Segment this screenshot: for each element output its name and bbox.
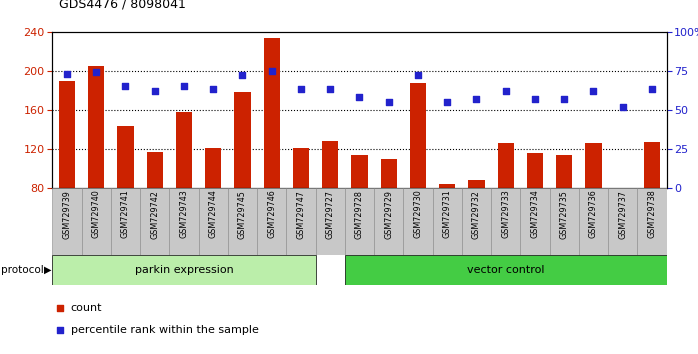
Bar bbox=[527, 153, 543, 188]
Bar bbox=[322, 141, 339, 188]
Text: GSM729729: GSM729729 bbox=[384, 190, 393, 239]
Text: GSM729731: GSM729731 bbox=[443, 190, 452, 238]
Point bbox=[558, 96, 570, 102]
Bar bbox=[59, 80, 75, 188]
Point bbox=[588, 88, 599, 94]
Bar bbox=[498, 143, 514, 188]
Point bbox=[617, 104, 628, 109]
Point bbox=[207, 87, 218, 92]
Point bbox=[266, 68, 277, 74]
Bar bbox=[111, 188, 140, 255]
Text: GSM729734: GSM729734 bbox=[530, 190, 540, 238]
Point bbox=[383, 99, 394, 105]
Bar bbox=[468, 180, 484, 188]
Bar bbox=[88, 66, 104, 188]
Text: GSM729740: GSM729740 bbox=[91, 190, 101, 238]
Text: GSM729735: GSM729735 bbox=[560, 190, 569, 239]
Text: vector control: vector control bbox=[467, 265, 544, 275]
Point bbox=[120, 84, 131, 89]
Point bbox=[61, 71, 73, 77]
Point bbox=[413, 73, 424, 78]
Text: parkin expression: parkin expression bbox=[135, 265, 233, 275]
Bar bbox=[462, 188, 491, 255]
Bar bbox=[556, 154, 572, 188]
Bar bbox=[549, 188, 579, 255]
Text: count: count bbox=[70, 303, 103, 314]
Bar bbox=[140, 188, 170, 255]
Bar bbox=[205, 148, 221, 188]
Text: percentile rank within the sample: percentile rank within the sample bbox=[70, 325, 259, 335]
Bar bbox=[491, 188, 520, 255]
Bar bbox=[82, 188, 111, 255]
Text: GSM729743: GSM729743 bbox=[179, 190, 188, 238]
Point bbox=[295, 87, 306, 92]
Bar bbox=[439, 184, 455, 188]
Point bbox=[646, 87, 658, 92]
Text: GSM729728: GSM729728 bbox=[355, 190, 364, 239]
Bar bbox=[52, 255, 315, 285]
Bar bbox=[345, 255, 667, 285]
Point bbox=[325, 87, 336, 92]
Bar bbox=[410, 84, 426, 188]
Bar bbox=[117, 126, 133, 188]
Bar bbox=[257, 188, 286, 255]
Text: GSM729727: GSM729727 bbox=[326, 190, 335, 239]
Point bbox=[149, 88, 161, 94]
Point bbox=[471, 96, 482, 102]
Bar bbox=[608, 188, 637, 255]
Bar bbox=[235, 92, 251, 188]
Text: GSM729733: GSM729733 bbox=[501, 190, 510, 238]
Bar bbox=[315, 188, 345, 255]
Text: GSM729744: GSM729744 bbox=[209, 190, 218, 238]
Point bbox=[421, 15, 432, 20]
Bar bbox=[228, 188, 257, 255]
Text: GSM729730: GSM729730 bbox=[413, 190, 422, 238]
Bar bbox=[520, 188, 549, 255]
Point bbox=[421, 211, 432, 217]
Bar bbox=[644, 142, 660, 188]
Text: GDS4476 / 8098041: GDS4476 / 8098041 bbox=[59, 0, 186, 11]
Text: GSM729738: GSM729738 bbox=[648, 190, 656, 238]
Text: GSM729746: GSM729746 bbox=[267, 190, 276, 238]
Bar bbox=[374, 188, 403, 255]
Bar bbox=[147, 152, 163, 188]
Text: protocol: protocol bbox=[1, 265, 44, 275]
Bar bbox=[637, 188, 667, 255]
Text: GSM729736: GSM729736 bbox=[589, 190, 598, 238]
Bar bbox=[293, 148, 309, 188]
Text: GSM729747: GSM729747 bbox=[297, 190, 306, 239]
Text: GSM729737: GSM729737 bbox=[618, 190, 628, 239]
Point bbox=[442, 99, 453, 105]
Bar bbox=[176, 112, 192, 188]
Text: ▶: ▶ bbox=[44, 265, 52, 275]
Bar bbox=[199, 188, 228, 255]
Bar bbox=[286, 188, 315, 255]
Bar bbox=[433, 188, 462, 255]
Text: GSM729741: GSM729741 bbox=[121, 190, 130, 238]
Point bbox=[354, 95, 365, 100]
Text: GSM729739: GSM729739 bbox=[63, 190, 71, 239]
Bar bbox=[52, 188, 82, 255]
Bar bbox=[579, 188, 608, 255]
Point bbox=[237, 73, 248, 78]
Point bbox=[500, 88, 512, 94]
Bar bbox=[403, 188, 433, 255]
Bar bbox=[351, 155, 368, 188]
Text: GSM729732: GSM729732 bbox=[472, 190, 481, 239]
Point bbox=[91, 69, 102, 75]
Bar bbox=[345, 188, 374, 255]
Bar bbox=[170, 188, 199, 255]
Text: GSM729745: GSM729745 bbox=[238, 190, 247, 239]
Text: GSM729742: GSM729742 bbox=[150, 190, 159, 239]
Bar bbox=[380, 159, 396, 188]
Point bbox=[529, 96, 540, 102]
Bar bbox=[264, 38, 280, 188]
Bar bbox=[586, 143, 602, 188]
Point bbox=[179, 84, 190, 89]
